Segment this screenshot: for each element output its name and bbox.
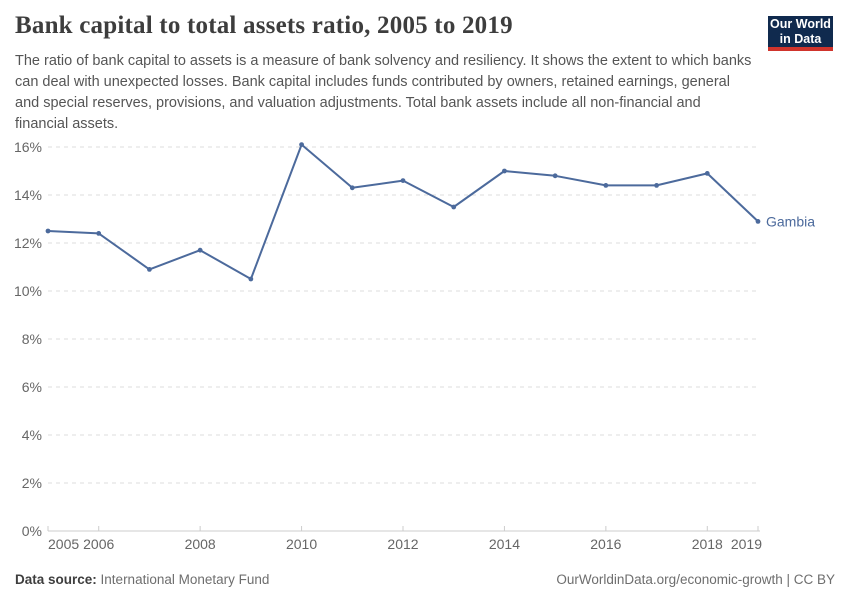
x-tick-label: 2012: [387, 536, 418, 552]
chart-subtitle: The ratio of bank capital to assets is a…: [15, 53, 752, 133]
x-tick-label: 2014: [489, 536, 520, 552]
data-point[interactable]: [349, 185, 355, 191]
data-point[interactable]: [502, 168, 507, 174]
y-tick-label: 16%: [14, 139, 42, 155]
data-point[interactable]: [147, 267, 152, 272]
x-tick-label: 2019: [731, 536, 762, 552]
x-axis: [47, 526, 760, 532]
y-axis-labels: 0% 2% 4% 6% 8% 10% 12% 14% 16%: [14, 139, 42, 539]
series-gambia[interactable]: Gambia: [45, 142, 816, 282]
data-point[interactable]: [755, 219, 761, 224]
gridlines: [48, 146, 760, 532]
y-tick-label: 4%: [22, 427, 42, 443]
x-tick-label: 2010: [286, 536, 317, 552]
y-tick-label: 12%: [14, 235, 42, 251]
x-tick-label: 2006: [83, 536, 114, 552]
owid-logo-line2: in Data: [779, 31, 822, 46]
x-tick-label: 2008: [185, 536, 216, 552]
data-point[interactable]: [704, 171, 710, 176]
y-tick-label: 2%: [22, 475, 42, 491]
x-tick-label: 2016: [590, 536, 621, 552]
page-title: Bank capital to total assets ratio, 2005…: [15, 12, 513, 39]
owid-logo[interactable]: Our World in Data: [768, 16, 833, 51]
y-tick-label: 8%: [22, 331, 42, 347]
x-tick-label: 2018: [692, 536, 723, 552]
y-tick-label: 6%: [22, 379, 42, 395]
data-point[interactable]: [197, 247, 203, 253]
data-point[interactable]: [248, 276, 254, 282]
data-point[interactable]: [96, 231, 102, 236]
x-tick-label: 2005: [48, 536, 79, 552]
data-source-value: International Monetary Fund: [100, 572, 270, 587]
owid-logo-line1: Our World: [770, 17, 831, 32]
series-line[interactable]: [47, 143, 759, 280]
attribution-link[interactable]: OurWorldinData.org/economic-growth | CC …: [556, 572, 835, 587]
data-source: Data source: International Monetary Fund: [15, 572, 269, 587]
data-point[interactable]: [451, 204, 457, 210]
y-tick-label: 14%: [14, 187, 42, 203]
data-point[interactable]: [400, 178, 406, 184]
data-point[interactable]: [603, 183, 609, 188]
y-tick-label: 10%: [14, 283, 42, 299]
data-point[interactable]: [552, 173, 558, 179]
data-point[interactable]: [45, 228, 51, 234]
y-tick-label: 0%: [22, 523, 42, 539]
data-source-label: Data source:: [15, 572, 97, 587]
data-point[interactable]: [299, 142, 304, 148]
data-point[interactable]: [654, 183, 659, 188]
x-axis-labels: 2005 2006 2008 2010 2012 2014 2016 2018 2019: [48, 536, 762, 552]
series-end-label[interactable]: Gambia: [766, 213, 815, 229]
